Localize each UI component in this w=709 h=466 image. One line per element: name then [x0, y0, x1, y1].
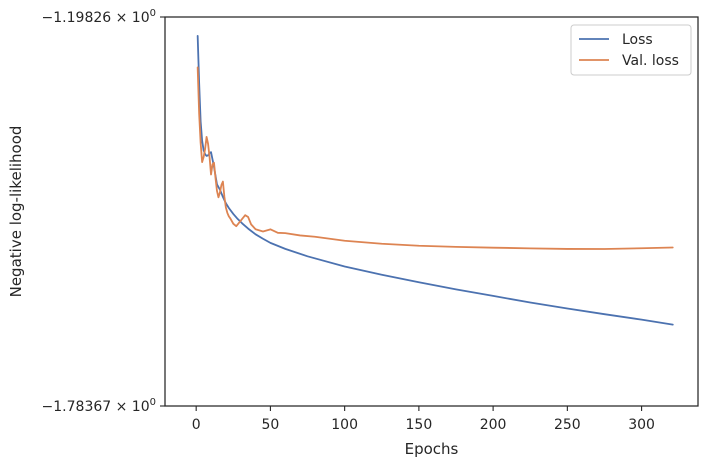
x-tick-label: 300 [628, 417, 655, 433]
x-tick-label: 0 [192, 417, 201, 433]
y-tick-times: × 10 [111, 10, 149, 26]
x-tick-label: 100 [331, 417, 358, 433]
legend-box [570, 24, 692, 76]
x-tick-label: 200 [480, 417, 507, 433]
y-tick-label: −1.19826 × 100 [42, 8, 156, 26]
y-tick-mantissa: −1.78367 [42, 399, 112, 415]
x-tick-label: 250 [554, 417, 581, 433]
legend-label: Loss [622, 32, 653, 48]
series-line-1 [196, 35, 674, 326]
y-tick-mantissa: −1.19826 [42, 10, 112, 26]
y-tick-exponent: 0 [150, 8, 156, 19]
y-axis-title: Negative log-likelihood [7, 126, 25, 298]
y-axis: −1.19826 × 100−1.78367 × 100 [42, 8, 165, 415]
x-axis: 0 50 100 150 200 250 300 [192, 406, 655, 433]
legend: Loss Val. loss [570, 24, 692, 76]
x-tick-label: 150 [406, 417, 433, 433]
x-tick-label: 50 [261, 417, 279, 433]
y-tick-times: × 10 [111, 399, 149, 415]
plot-frame [164, 16, 699, 407]
x-axis-title: Epochs [405, 440, 459, 458]
y-tick-exponent: 0 [150, 397, 156, 408]
y-tick-label: −1.78367 × 100 [42, 397, 156, 415]
legend-label: Val. loss [622, 53, 679, 69]
plot-lines [196, 35, 674, 326]
series-line-2 [196, 66, 674, 250]
